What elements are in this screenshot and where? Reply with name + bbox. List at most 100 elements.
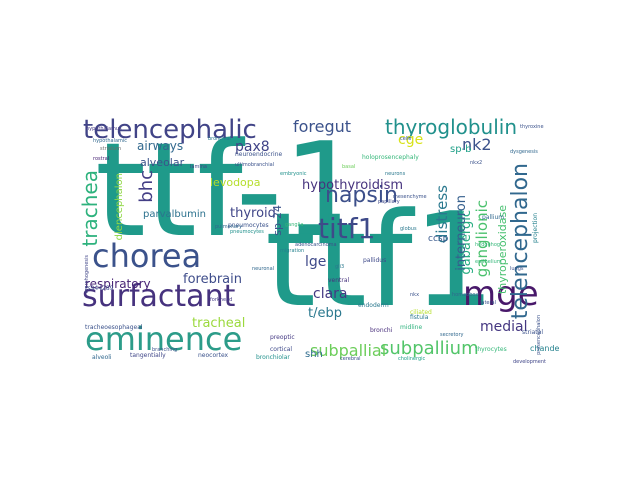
word-bhc: bhc — [136, 170, 157, 203]
word-clara: clara — [313, 286, 348, 302]
word-globus: globus — [400, 226, 417, 232]
word-tracheal: tracheal — [192, 316, 246, 331]
word-mge: mge — [463, 274, 539, 314]
word-nk2: nk2 — [462, 135, 492, 154]
word-alveolar: alveolar — [140, 156, 185, 169]
word-secretory: secretory — [440, 332, 464, 338]
word-hedgehog: hedgehog — [475, 242, 501, 248]
word-prosencephalon: prosencephalon — [536, 315, 542, 355]
word-ventral: ventral — [328, 277, 350, 284]
word-alveoli: alveoli — [92, 354, 112, 361]
word-morphogenesis: morphogenesis — [84, 255, 90, 294]
word-midline: midline — [400, 324, 423, 331]
word-pneumocytes: pneumocytes — [230, 229, 264, 235]
word-adenocarcinoma: adenocarcinoma — [295, 242, 337, 248]
word-cells: cells — [400, 136, 412, 142]
word-telencephalic: telencephalic — [83, 115, 257, 145]
word-epithelium: epithelium — [475, 259, 502, 265]
word-preoptic: preoptic — [270, 334, 295, 341]
word-ttf1: ttf1 — [265, 184, 496, 336]
word-nkx: nkx — [410, 292, 420, 298]
word-tangentially: tangentially — [130, 352, 166, 359]
word-cerebral: cerebral — [340, 356, 361, 362]
word-tracheoesophageal: tracheoesophageal — [85, 324, 143, 331]
word-lge: lge — [305, 254, 327, 270]
word-subpallium: subpallium — [380, 338, 479, 359]
word-striatum: striatum — [100, 146, 122, 152]
word-interneuron: interneuron — [454, 195, 469, 271]
word-rs944289: rs944289 — [85, 285, 114, 292]
word-lungs: lungs — [510, 266, 524, 272]
word-dysgenesis: dysgenesis — [510, 149, 538, 155]
word-chorea: chorea — [92, 237, 202, 275]
word-chandelier: chandelier — [530, 344, 560, 353]
word-surfactant: surfactant — [82, 279, 236, 314]
word-thyroxine: thyroxine — [520, 124, 544, 130]
word-forebrain: forebrain — [183, 272, 243, 287]
word-sp-24: sp-24 — [271, 205, 284, 236]
word-pax8: pax8 — [235, 139, 270, 155]
word-hypothalamus: hypothalamus — [86, 126, 122, 132]
word-sp-b: sp-b — [450, 144, 472, 155]
word-levodopa: levodopa — [210, 176, 261, 189]
word-eminence: eminence — [85, 320, 243, 358]
word-hypothyroidism: hypothyroidism — [302, 178, 404, 193]
word-development: development — [513, 359, 546, 365]
word-pulmonary: pulmonary — [215, 224, 242, 230]
word-subpallial: subpallial — [310, 341, 387, 360]
word-cge: cge — [398, 132, 424, 148]
word-hypothalamic: hypothalamic — [93, 138, 128, 144]
word-napsin: napsin — [325, 183, 398, 208]
word-homeobox: homeobox — [452, 292, 479, 298]
word-branching: branching — [152, 347, 178, 353]
word-basal: basal — [342, 164, 356, 170]
word-neuronal: neuronal — [252, 266, 275, 272]
word-pallium: pallium — [482, 214, 505, 221]
word-cortical: cortical — [270, 346, 293, 353]
word-endoderm: endoderm — [358, 302, 389, 309]
word-ganglionic: ganglionic — [473, 200, 491, 278]
word-mesenchyme: mesenchyme — [393, 194, 427, 200]
word-gli3: gli3 — [335, 264, 345, 270]
word-nkx2: nkx2 — [470, 160, 483, 166]
word-titf1: titf1 — [318, 212, 376, 245]
word-papillary: papillary — [378, 199, 400, 205]
word-pneumocytes: pneumocytes — [228, 222, 269, 229]
word-embryonic: embryonic — [280, 171, 307, 177]
word-diencephalon: diencephalon — [114, 173, 125, 241]
word-migration: migration — [280, 248, 305, 254]
word-striatal: striatal — [522, 329, 543, 336]
word-trachea: trachea — [80, 170, 102, 247]
word-airways: airways — [137, 139, 184, 153]
word-neocortex: neocortex — [198, 352, 229, 359]
word-rostral: rostral — [93, 156, 110, 162]
word-bronchiolar: bronchiolar — [256, 354, 290, 361]
word-parvalbumin: parvalbumin — [143, 209, 206, 220]
word-cholinergic: cholinergic — [398, 356, 426, 362]
word-neuroendocrine: neuroendocrine — [235, 151, 283, 158]
word-foregut: foregut — [293, 117, 352, 136]
word-shh: shh — [305, 349, 323, 360]
word-t-ebp: t/ebp — [308, 306, 342, 321]
word-cloud: ttf-1 ttf1 surfactant chorea eminence telence… — [80, 115, 560, 365]
word-lateral: lateral — [480, 300, 496, 306]
word-thyroid: thyroid — [230, 206, 276, 221]
word-respiratory: respiratory — [85, 277, 151, 291]
word-forkhead: forkhead — [210, 297, 233, 303]
word-bronchial: bronchial — [208, 136, 232, 142]
word-ganglia: ganglia — [285, 222, 304, 228]
word-ultimobranchial: ultimobranchial — [235, 162, 275, 168]
word-neurons: neurons — [385, 171, 406, 177]
word-bronchi: bronchi — [370, 327, 393, 334]
word-ciliated: ciliated — [410, 309, 432, 316]
word-thyrocytes: thyrocytes — [475, 346, 507, 353]
word-telencephalon: telencephalon — [508, 163, 533, 320]
word-holoprosencephaly: holoprosencephaly — [362, 154, 419, 161]
word-medial: medial — [480, 319, 528, 335]
word-ttf-1: ttf-1 — [95, 115, 366, 266]
word-lamina: lamina — [190, 164, 207, 170]
word-ccsp: ccsp — [428, 234, 449, 244]
word-fistula: fistula — [410, 314, 429, 321]
word-pallidus: pallidus — [363, 257, 387, 264]
word-projection: projection — [532, 213, 539, 243]
